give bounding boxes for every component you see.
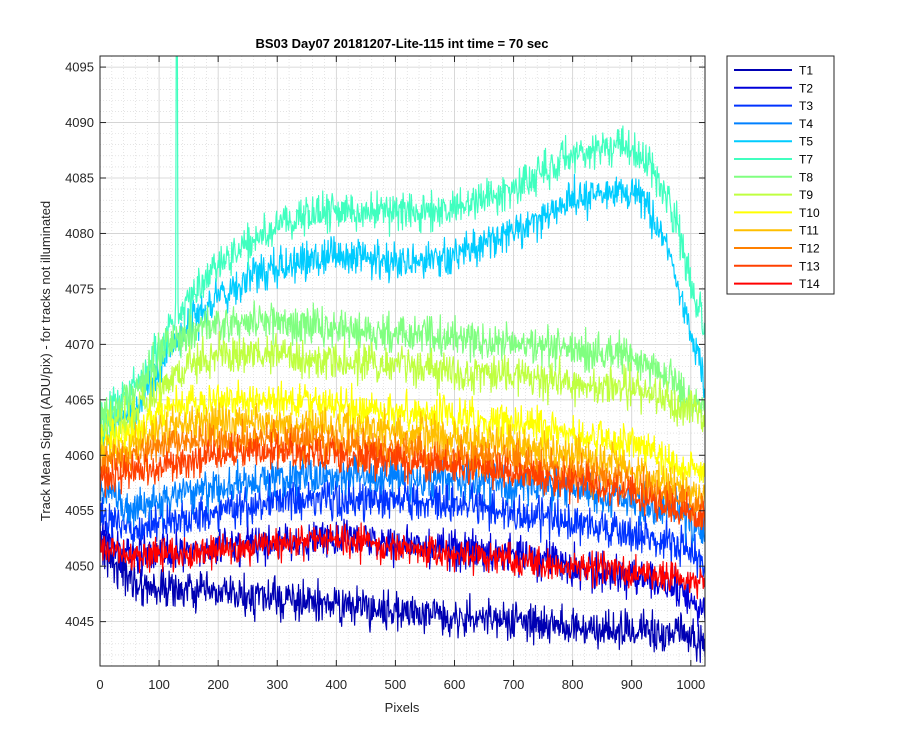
ticks: 0 100 200 300 400 500 600 700 800 900 1000 4045 4050… <box>65 56 705 692</box>
series-line-t10 <box>100 379 705 491</box>
x-tick-label: 700 <box>503 677 525 692</box>
series-line-t2 <box>100 513 705 627</box>
x-tick-label: 100 <box>148 677 170 692</box>
grid <box>99 56 705 667</box>
legend[interactable]: T1 T2 T3 T4 T5 T7 T8 T9 T10 T11 T12 T13 T14 <box>726 55 835 295</box>
y-tick-label: 4065 <box>65 392 94 407</box>
series-line-t5 <box>100 173 705 452</box>
legend-label-t1: T1 <box>799 64 813 78</box>
legend-label-t2: T2 <box>799 81 813 95</box>
y-tick-label: 4075 <box>65 281 94 296</box>
chart-title: BS03 Day07 20181207-Lite-115 int time = … <box>255 36 548 51</box>
legend-label-t4: T4 <box>799 117 813 131</box>
y-tick-label: 4080 <box>65 226 94 241</box>
series-line-t3 <box>100 473 705 579</box>
y-tick-label: 4070 <box>65 337 94 352</box>
y-axis-label: Track Mean Signal (ADU/pix) - for tracks… <box>38 201 53 521</box>
legend-label-t8: T8 <box>799 170 813 184</box>
legend-label-t9: T9 <box>799 188 813 202</box>
legend-label-t10: T10 <box>799 206 820 220</box>
legend-label-t3: T3 <box>799 99 813 113</box>
x-tick-label: 800 <box>562 677 584 692</box>
legend-label-t11: T11 <box>799 224 819 238</box>
x-tick-label: 900 <box>621 677 643 692</box>
series-line-t14 <box>100 522 705 600</box>
series-line-t8 <box>100 300 705 434</box>
legend-box <box>726 55 835 295</box>
plot-frame <box>99 55 706 667</box>
legend-label-t14: T14 <box>799 277 820 291</box>
series-group <box>100 56 705 663</box>
x-axis-label: Pixels <box>385 700 420 715</box>
x-tick-label: 0 <box>96 677 103 692</box>
y-tick-label: 4050 <box>65 559 94 574</box>
y-tick-label: 4055 <box>65 503 94 518</box>
y-tick-label: 4090 <box>65 115 94 130</box>
y-tick-label: 4085 <box>65 171 94 186</box>
legend-label-t5: T5 <box>799 135 813 149</box>
y-tick-label: 4045 <box>65 614 94 629</box>
x-tick-label: 400 <box>325 677 347 692</box>
series-line-t13 <box>100 431 705 531</box>
series-line-t11 <box>100 402 705 513</box>
legend-label-t12: T12 <box>799 242 820 256</box>
legend-label-t7: T7 <box>799 153 813 167</box>
y-tick-label: 4060 <box>65 448 94 463</box>
x-tick-label: 600 <box>444 677 466 692</box>
x-tick-label: 1000 <box>676 677 705 692</box>
y-tick-label: 4095 <box>65 60 94 75</box>
series-line-t1 <box>100 528 705 663</box>
legend-label-t13: T13 <box>799 259 820 273</box>
x-tick-label: 500 <box>385 677 407 692</box>
x-tick-label: 300 <box>266 677 288 692</box>
series-line-t9 <box>100 330 705 445</box>
series-line-t7 <box>100 56 705 445</box>
x-tick-label: 200 <box>207 677 229 692</box>
